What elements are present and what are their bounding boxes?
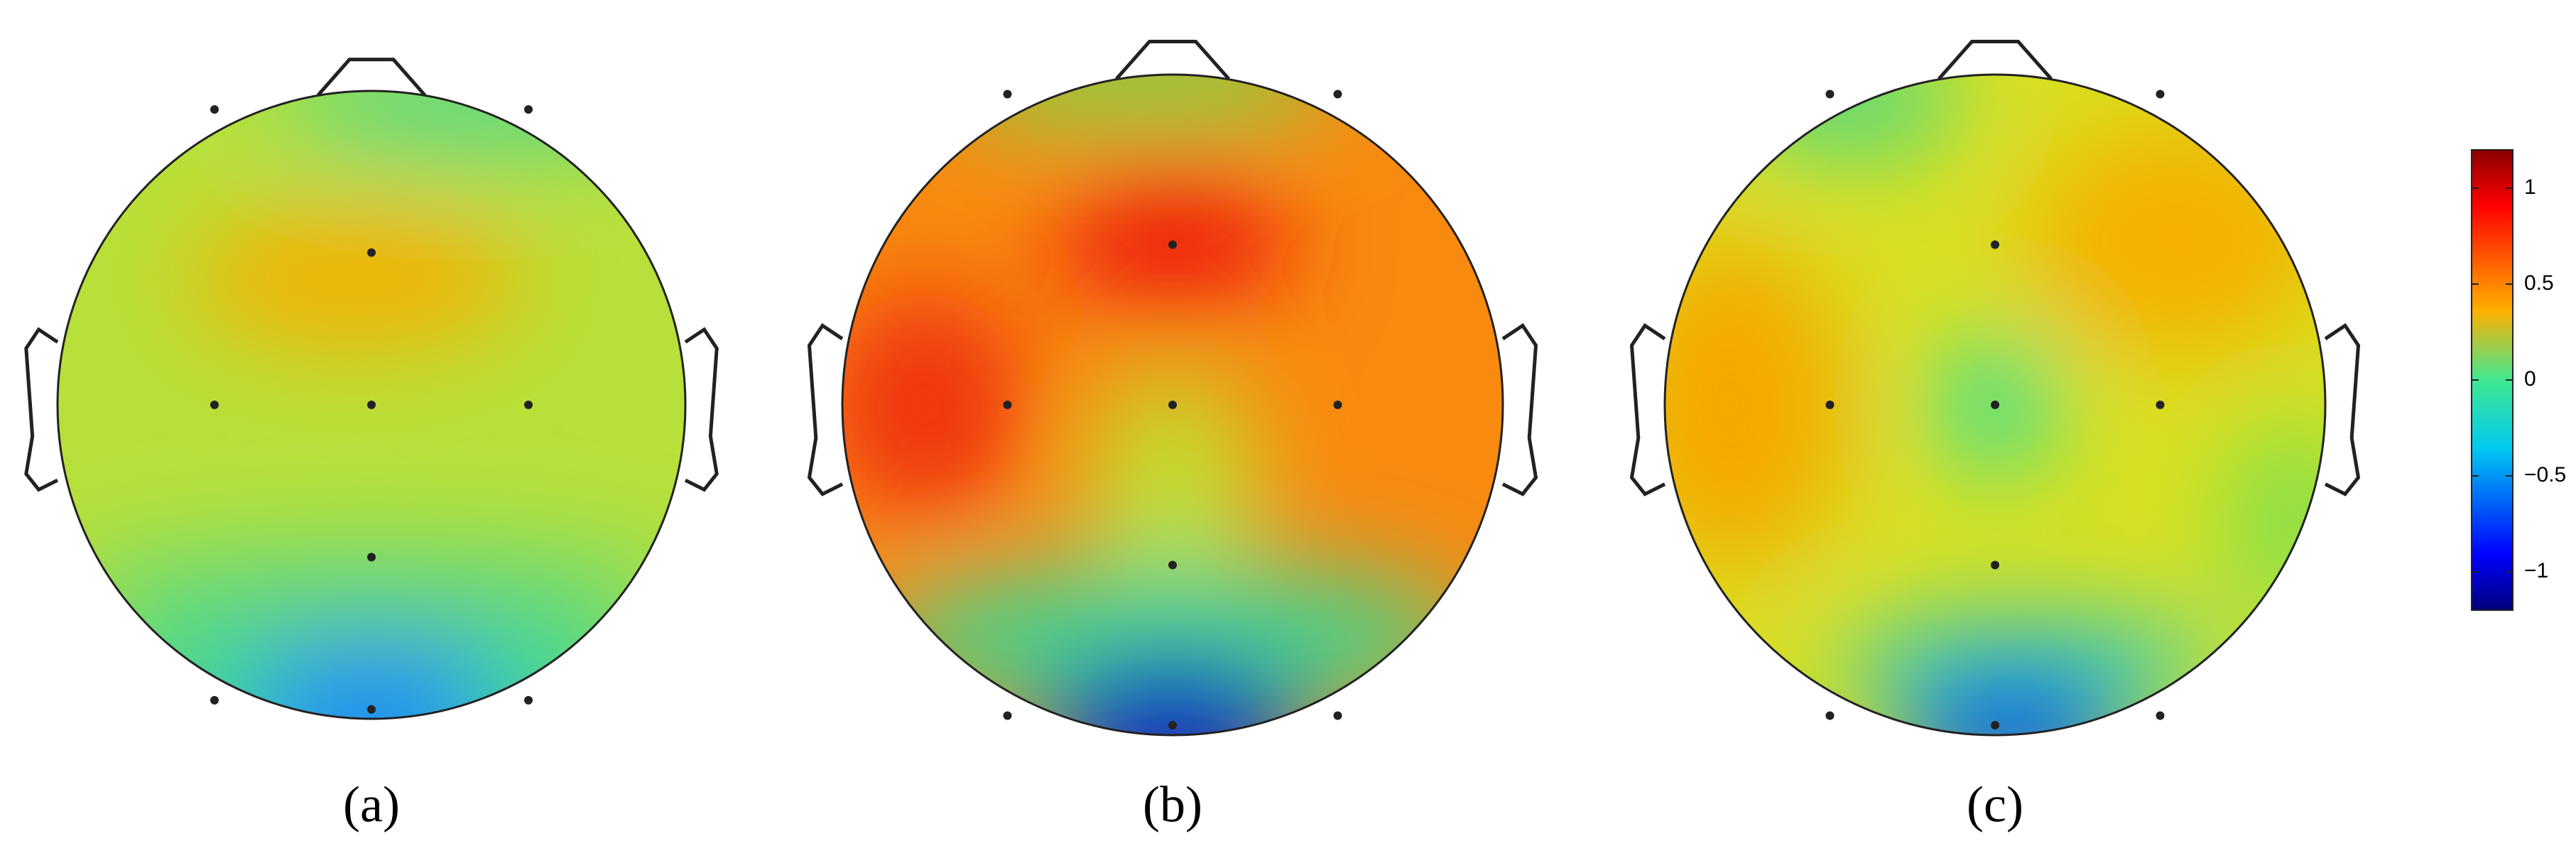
electrode — [1991, 240, 1999, 249]
heat-blob — [1731, 75, 1962, 151]
head-outline — [1663, 73, 2327, 737]
nose — [1115, 40, 1230, 80]
electrode — [1825, 401, 1835, 409]
electrode — [367, 401, 376, 409]
colorbar-tick-label: −1 — [2524, 559, 2548, 582]
ear — [1501, 322, 1538, 496]
ear — [1629, 322, 1666, 496]
ear — [2324, 322, 2361, 496]
electrode — [2156, 89, 2165, 99]
nose — [316, 58, 427, 97]
heat-blob — [875, 563, 1470, 709]
ear — [684, 327, 719, 492]
electrode — [367, 248, 376, 257]
electrode — [1003, 401, 1012, 409]
electrode — [2156, 711, 2165, 720]
heat-blob — [277, 91, 654, 154]
topomap — [1629, 40, 2361, 737]
heat-blob — [183, 210, 528, 349]
panel-label: (c) — [1967, 776, 2023, 833]
heat-blob — [1896, 669, 2127, 735]
electrode — [1168, 401, 1177, 409]
electrode — [210, 695, 219, 705]
electrode — [524, 105, 533, 114]
head-outline — [56, 89, 687, 720]
heat-blobs — [842, 75, 1470, 735]
electrode — [1168, 560, 1177, 570]
electrode — [1991, 401, 1999, 409]
heat-blob — [1040, 652, 1305, 735]
electrode — [524, 695, 533, 705]
electrode — [367, 705, 376, 714]
electrode — [210, 105, 219, 114]
colorbar-tick-label: −0.5 — [2524, 463, 2566, 487]
colorbar-tick-label: 0.5 — [2524, 271, 2554, 295]
heat-blob — [1665, 239, 1847, 570]
ear — [807, 322, 844, 496]
electrode — [1991, 721, 1999, 730]
colorbar-tick-label: 1 — [2524, 175, 2536, 199]
panel-label: (b) — [1143, 776, 1202, 833]
electrode — [1333, 401, 1342, 409]
colorbar-tick-label: 0 — [2524, 367, 2536, 391]
topomap — [807, 40, 1538, 737]
electrode — [1825, 711, 1835, 720]
heat-blob — [1089, 371, 1256, 603]
electrode — [1003, 711, 1012, 720]
heat-blob — [58, 546, 685, 641]
heat-blob — [1057, 157, 1288, 322]
heatmap — [1665, 75, 2325, 735]
heat-blob — [1830, 616, 2227, 709]
electrode — [2156, 401, 2165, 409]
topomap — [24, 58, 719, 720]
panel-label: (a) — [343, 776, 400, 833]
electrode — [1333, 711, 1342, 720]
electrode — [1825, 89, 1835, 99]
heat-blob — [842, 289, 1024, 521]
electrode — [210, 401, 219, 409]
electrode — [524, 401, 533, 409]
heatmap — [842, 75, 1503, 735]
ear — [24, 327, 59, 492]
electrode — [1991, 560, 1999, 570]
nose — [1938, 40, 2053, 80]
heat-blob — [2226, 421, 2325, 620]
electrode — [367, 553, 376, 562]
electrode — [1168, 721, 1177, 730]
electrode — [1003, 89, 1012, 99]
electrode — [1168, 240, 1177, 249]
electrode — [1333, 89, 1342, 99]
head-outline — [841, 73, 1504, 737]
